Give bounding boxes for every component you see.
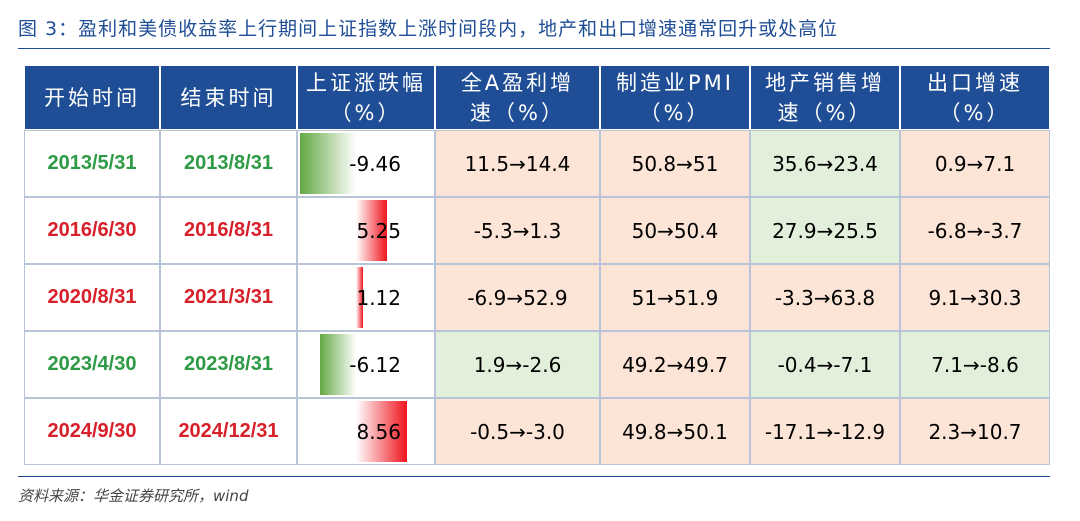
header-cell: 全A盈利增速（%） — [435, 65, 600, 130]
header-cell: 上证涨跌幅 （%） — [297, 65, 435, 130]
change-cell — [297, 331, 435, 398]
header-text: （%） — [639, 100, 711, 125]
source: 资料来源：华金证券研究所，wind — [18, 487, 249, 505]
header-text: 全A盈利增 — [460, 70, 575, 95]
header-text: 开始时间 — [44, 85, 140, 110]
header-text: （%） — [939, 100, 1011, 125]
indicator-cell: -6.9→52.9 — [435, 264, 600, 331]
indicator-cell: -0.4→-7.1 — [750, 331, 900, 398]
indicator-cell: 50.8→51 — [600, 130, 750, 197]
indicator-cell: 35.6→23.4 — [750, 130, 900, 197]
indicator-cell: 51→51.9 — [600, 264, 750, 331]
change-cell — [297, 130, 435, 197]
change-text: -9.46 — [349, 151, 401, 176]
date-cell: 2024/9/30 — [24, 398, 160, 465]
change-text: 8.56 — [356, 419, 401, 444]
table: 开始时间 结束时间 上证涨跌幅 （%） 全A盈利增速（%） 制造业PMI （%） 地产销售增速… — [24, 65, 1050, 465]
indicator-cell: 1.9→-2.6 — [435, 331, 600, 398]
rule — [18, 476, 1050, 477]
indicator-cell: 9.1→30.3 — [900, 264, 1050, 331]
header-text: （%） — [330, 100, 402, 125]
date-cell: 2024/12/31 — [160, 398, 297, 465]
title: 图 3：盈利和美债收益率上行期间上证指数上涨时间段内，地产和出口增速通常回升或处… — [18, 18, 839, 40]
header-text: 速（%） — [777, 100, 873, 125]
indicator-cell: 7.1→-8.6 — [900, 331, 1050, 398]
change-cell — [297, 197, 435, 264]
indicator-cell: 27.9→25.5 — [750, 197, 900, 264]
indicator-cell: 2.3→10.7 — [900, 398, 1050, 465]
date-cell: 2013/5/31 — [24, 130, 160, 197]
change-text: 5.25 — [356, 218, 401, 243]
header-text: 速（%） — [470, 100, 565, 125]
date-cell: 2013/8/31 — [160, 130, 297, 197]
header-text: 地产销售增 — [765, 70, 885, 95]
date-cell: 2023/8/31 — [160, 331, 297, 398]
header-cell: 开始时间 — [24, 65, 160, 130]
change-text: 1.12 — [356, 285, 401, 310]
indicator-cell: 0.9→7.1 — [900, 130, 1050, 197]
header-cell: 制造业PMI （%） — [600, 65, 750, 130]
indicator-cell: 49.2→49.7 — [600, 331, 750, 398]
data-bar — [319, 334, 357, 395]
indicator-cell: -6.8→-3.7 — [900, 197, 1050, 264]
header-cell: 出口增速 （%） — [900, 65, 1050, 130]
date-cell: 2020/8/31 — [24, 264, 160, 331]
date-cell: 2023/4/30 — [24, 331, 160, 398]
data-bar — [356, 200, 388, 261]
indicator-cell: -5.3→1.3 — [435, 197, 600, 264]
indicator-cell: -3.3→63.8 — [750, 264, 900, 331]
header-cell: 结束时间 — [160, 65, 297, 130]
data-bar — [356, 401, 407, 462]
header-text: 出口增速 — [927, 70, 1023, 95]
data-bar — [356, 267, 363, 328]
change-text: -6.12 — [349, 352, 401, 377]
rule — [18, 48, 1050, 49]
date-cell: 2021/3/31 — [160, 264, 297, 331]
header-text: 结束时间 — [180, 85, 277, 110]
indicator-cell: 11.5→14.4 — [435, 130, 600, 197]
indicator-cell: 50→50.4 — [600, 197, 750, 264]
change-cell — [297, 398, 435, 465]
header-cell: 地产销售增速（%） — [750, 65, 900, 130]
indicator-cell: -0.5→-3.0 — [435, 398, 600, 465]
date-cell: 2016/6/30 — [24, 197, 160, 264]
indicator-cell: -17.1→-12.9 — [750, 398, 900, 465]
date-cell: 2016/8/31 — [160, 197, 297, 264]
change-cell — [297, 264, 435, 331]
header-text: 制造业PMI — [616, 70, 734, 95]
data-bar — [300, 133, 357, 194]
indicator-cell: 49.8→50.1 — [600, 398, 750, 465]
header-text: 上证涨跌幅 — [306, 70, 426, 95]
